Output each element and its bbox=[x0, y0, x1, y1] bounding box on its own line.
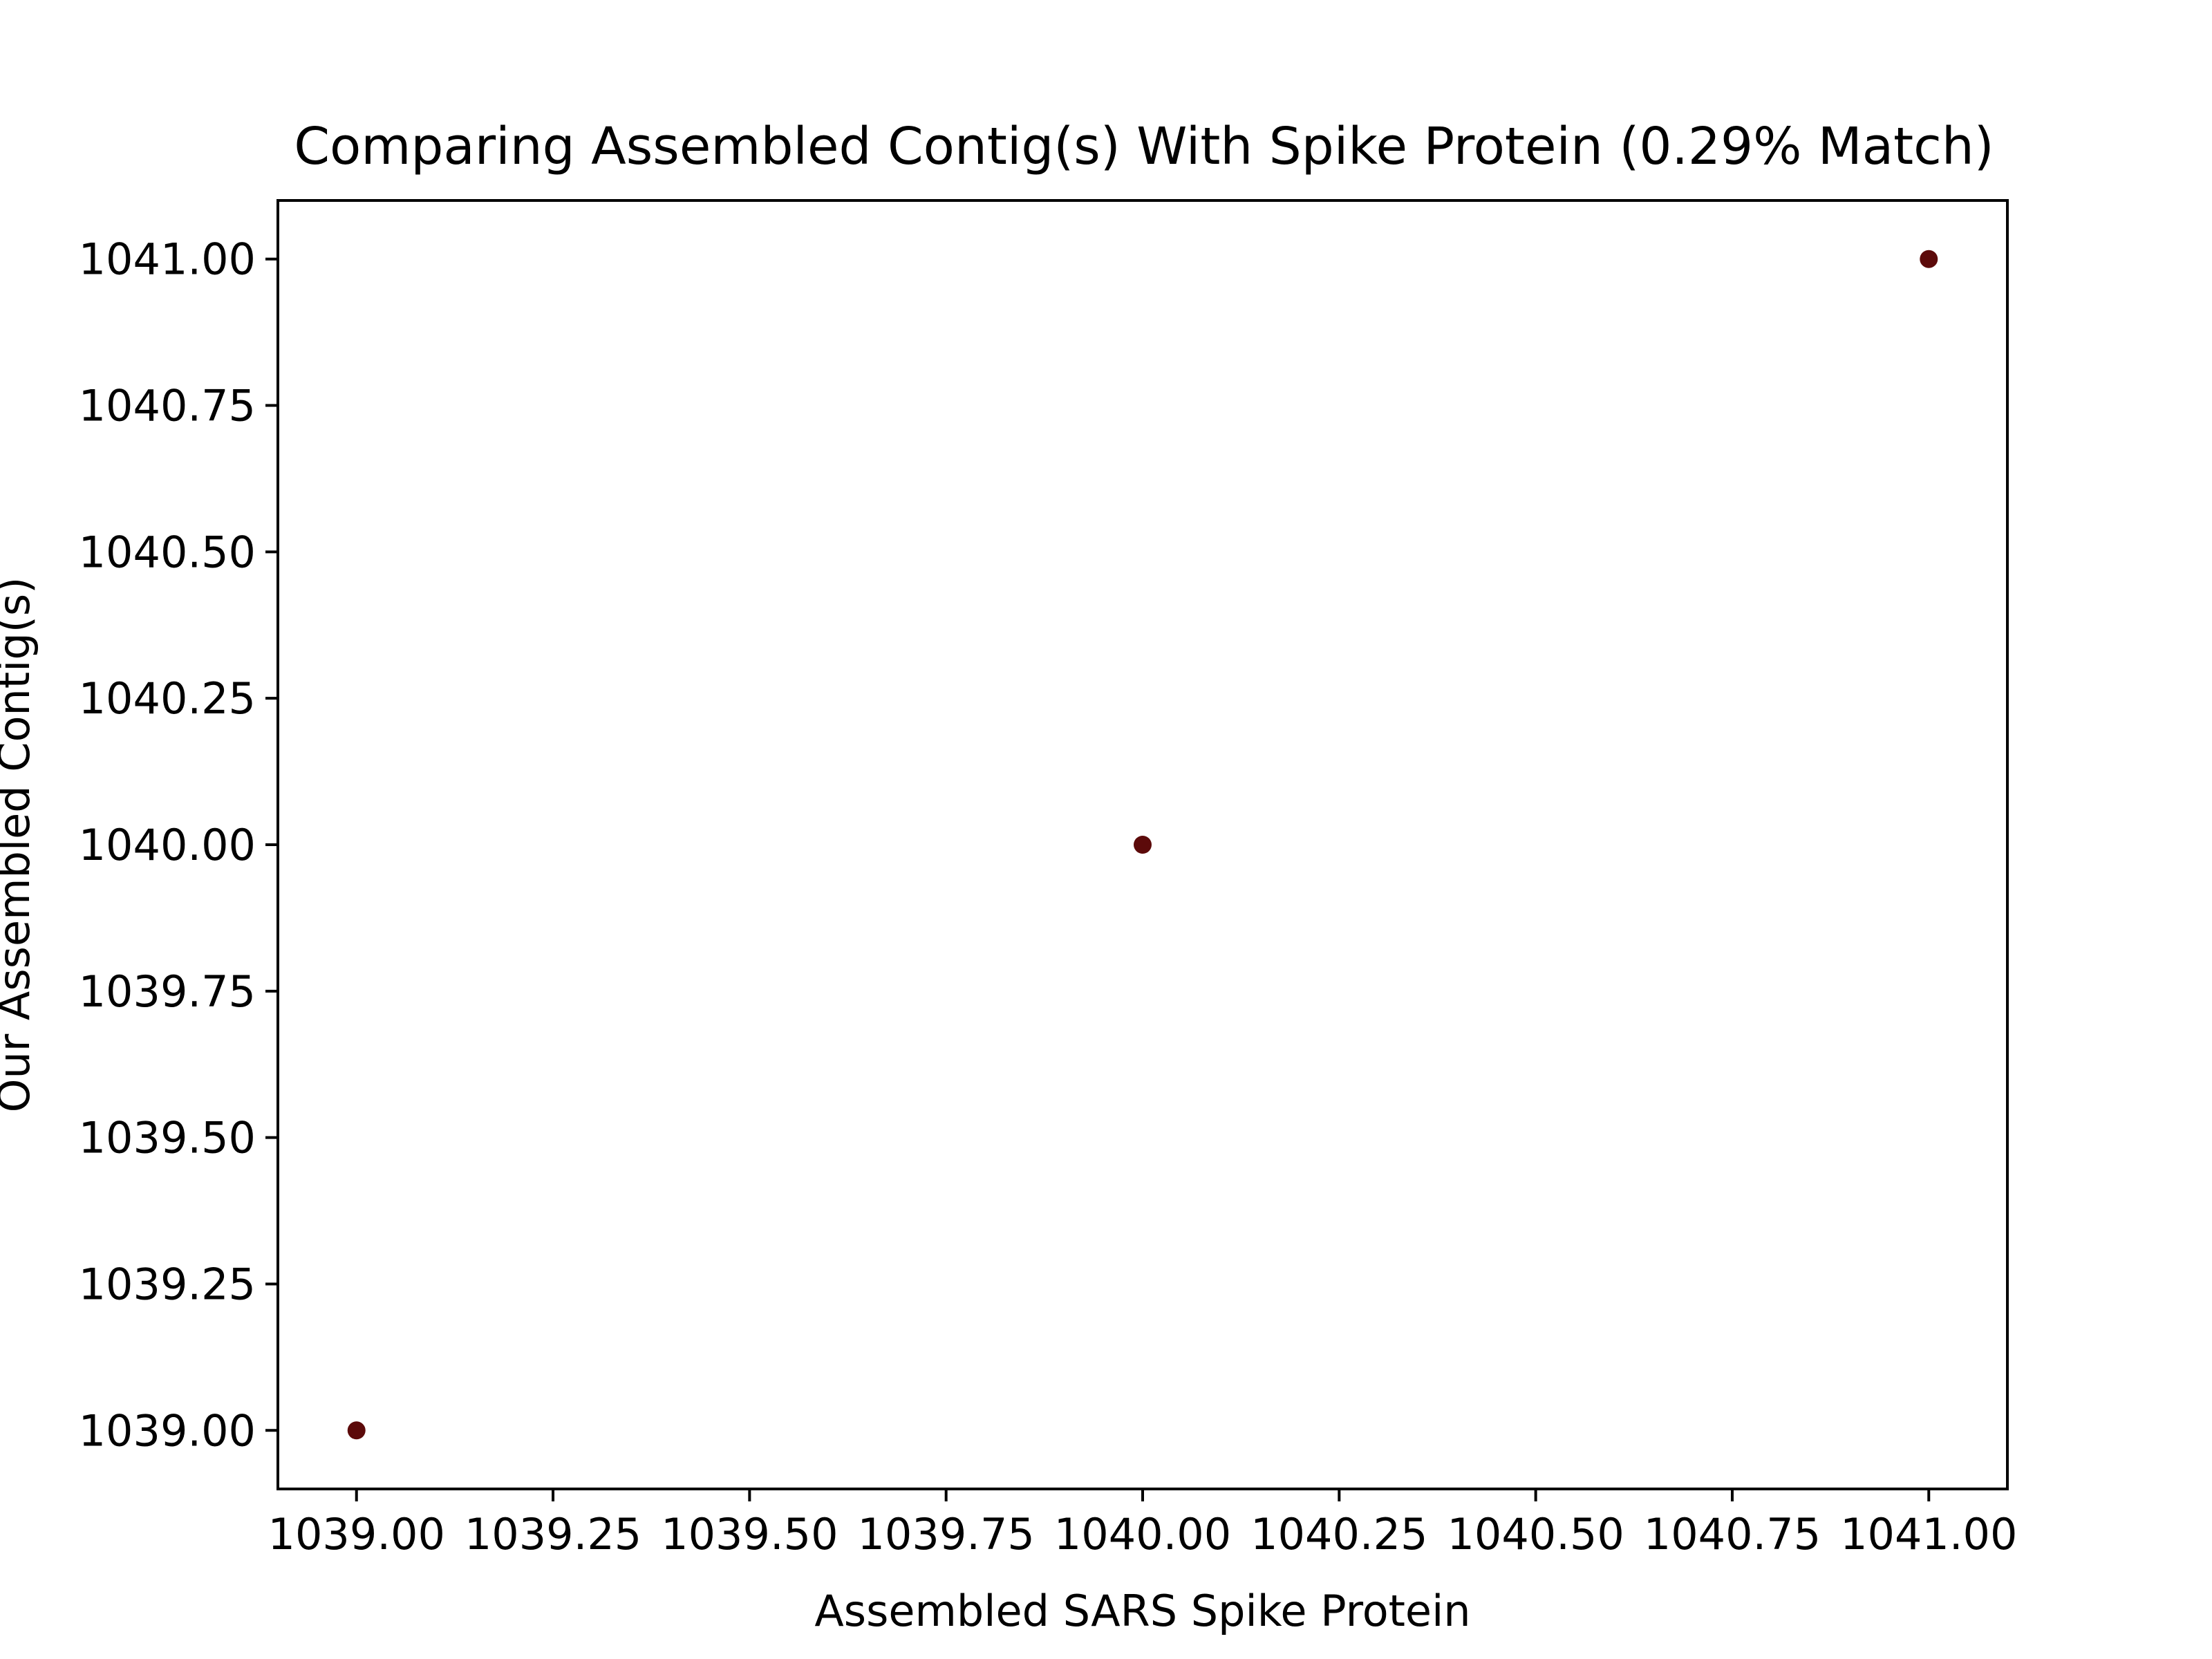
y-tick-label: 1039.75 bbox=[79, 966, 256, 1017]
x-tick-label: 1039.25 bbox=[465, 1509, 641, 1559]
x-tick-label: 1039.75 bbox=[857, 1509, 1034, 1559]
y-tick-label: 1041.00 bbox=[79, 234, 256, 285]
data-point bbox=[1134, 836, 1152, 854]
plot-frame bbox=[276, 199, 2009, 1490]
y-tick-label: 1040.50 bbox=[79, 527, 256, 577]
y-tick-label: 1039.00 bbox=[79, 1405, 256, 1456]
chart-title: Comparing Assembled Contig(s) With Spike… bbox=[294, 117, 1994, 176]
x-tick-label: 1039.50 bbox=[661, 1509, 838, 1559]
x-tick-label: 1040.75 bbox=[1644, 1509, 1821, 1559]
y-tick-label: 1039.25 bbox=[79, 1259, 256, 1309]
y-axis-ticks: 1039.00 1039.25 1039.50 1039.75 1040.00 1040.… bbox=[79, 234, 278, 1456]
x-tick-label: 1041.00 bbox=[1840, 1509, 2017, 1559]
y-tick-label: 1040.00 bbox=[79, 820, 256, 870]
x-tick-label: 1040.50 bbox=[1447, 1509, 1624, 1559]
data-point bbox=[347, 1421, 366, 1440]
y-tick-label: 1040.75 bbox=[79, 381, 256, 431]
x-tick-label: 1039.00 bbox=[268, 1509, 445, 1559]
data-point bbox=[1920, 250, 1938, 268]
x-tick-label: 1040.00 bbox=[1054, 1509, 1231, 1559]
y-axis-label: Our Assembled Contig(s) bbox=[0, 577, 39, 1113]
y-tick-label: 1040.25 bbox=[79, 673, 256, 724]
x-tick-label: 1040.25 bbox=[1250, 1509, 1427, 1559]
y-tick-label: 1039.50 bbox=[79, 1113, 256, 1163]
x-axis-ticks: 1039.00 1039.25 1039.50 1039.75 1040.00 1040.… bbox=[268, 1489, 2017, 1559]
x-axis-label: Assembled SARS Spike Protein bbox=[814, 1586, 1470, 1636]
data-points bbox=[347, 250, 1938, 1440]
